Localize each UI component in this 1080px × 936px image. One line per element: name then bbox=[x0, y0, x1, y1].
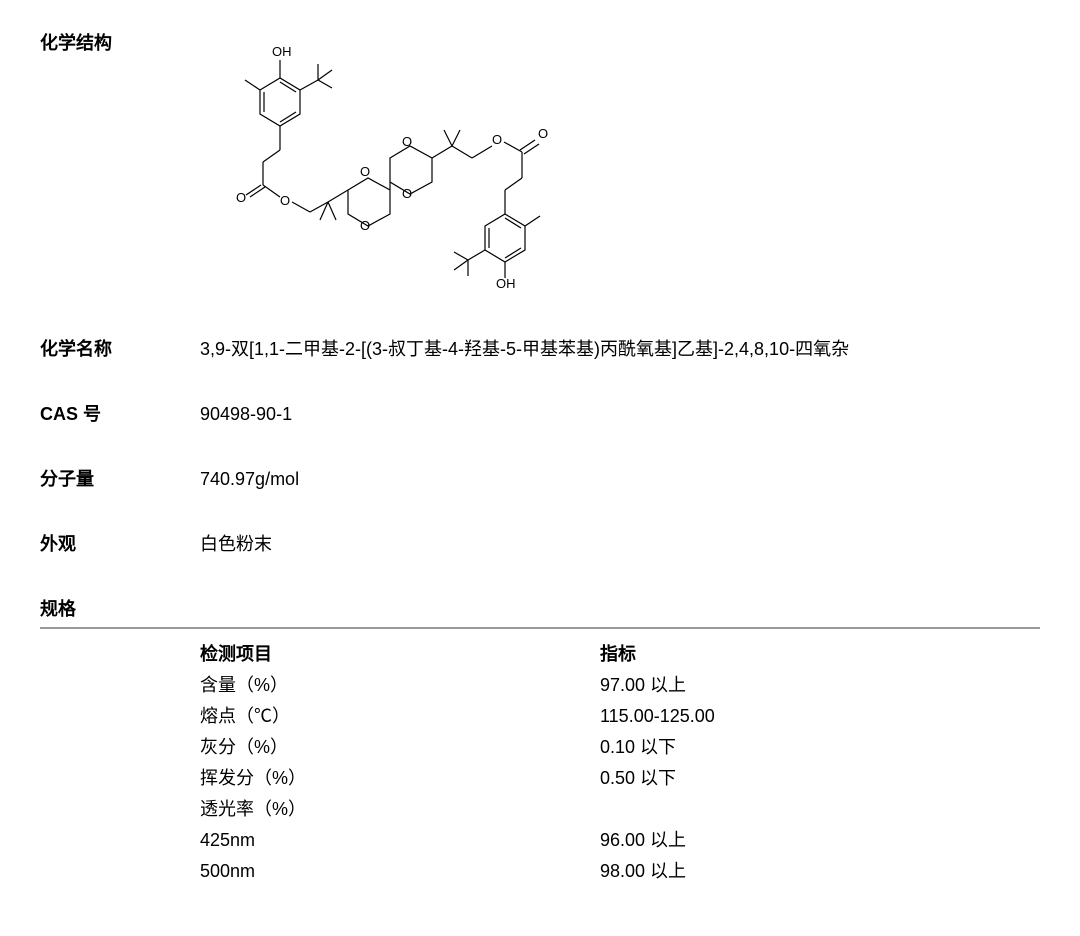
spec-cell: 灰分（%） bbox=[200, 734, 600, 761]
spec-cell: 500nm bbox=[200, 858, 600, 885]
spec-row: 含量（%） 97.00 以上 bbox=[200, 672, 1040, 699]
spec-cell: 0.50 以下 bbox=[600, 765, 1040, 792]
molecular-weight-label: 分子量 bbox=[40, 466, 200, 493]
o8-label: O bbox=[538, 126, 548, 141]
spec-header: 检测项目 指标 bbox=[200, 641, 1040, 668]
spec-row: 500nm 98.00 以上 bbox=[200, 858, 1040, 885]
molecular-weight-value: 740.97g/mol bbox=[200, 466, 1040, 493]
spec-cell: 熔点（℃） bbox=[200, 703, 600, 730]
spec-row: 425nm 96.00 以上 bbox=[200, 827, 1040, 854]
o4-label: O bbox=[360, 218, 370, 233]
structure-label: 化学结构 bbox=[40, 30, 200, 57]
structure-value: OH OH O O O O O O O O bbox=[200, 30, 1040, 298]
spec-cell: 97.00 以上 bbox=[600, 672, 1040, 699]
chemical-name-label: 化学名称 bbox=[40, 336, 200, 363]
spec-cell: 115.00-125.00 bbox=[600, 703, 1040, 730]
o2-label: O bbox=[280, 193, 290, 208]
spec-table: 检测项目 指标 含量（%） 97.00 以上 熔点（℃） 115.00-125.… bbox=[200, 641, 1040, 885]
spec-cell: 透光率（%） bbox=[200, 796, 600, 823]
chemical-name-value: 3,9-双[1,1-二甲基-2-[(3-叔丁基-4-羟基-5-甲基苯基)丙酰氧基… bbox=[200, 336, 1040, 363]
spec-cell: 挥发分（%） bbox=[200, 765, 600, 792]
spec-header-col1: 检测项目 bbox=[200, 641, 600, 668]
spec-divider bbox=[40, 627, 1040, 629]
oh-bottom-label: OH bbox=[496, 276, 516, 290]
spec-header-col2: 指标 bbox=[600, 641, 1040, 668]
o5-label: O bbox=[402, 134, 412, 149]
appearance-label: 外观 bbox=[40, 531, 200, 558]
cas-label: CAS 号 bbox=[40, 401, 200, 428]
molecular-weight-row: 分子量 740.97g/mol bbox=[40, 466, 1040, 493]
spec-cell: 含量（%） bbox=[200, 672, 600, 699]
o1-label: O bbox=[236, 190, 246, 205]
o7-label: O bbox=[492, 132, 502, 147]
spec-row: 透光率（%） bbox=[200, 796, 1040, 823]
spec-label: 规格 bbox=[40, 596, 200, 623]
spec-row: 熔点（℃） 115.00-125.00 bbox=[200, 703, 1040, 730]
o3-label: O bbox=[360, 164, 370, 179]
spec-cell bbox=[600, 796, 1040, 823]
spec-cell: 0.10 以下 bbox=[600, 734, 1040, 761]
cas-row: CAS 号 90498-90-1 bbox=[40, 401, 1040, 428]
o6-label: O bbox=[402, 186, 412, 201]
chemical-name-row: 化学名称 3,9-双[1,1-二甲基-2-[(3-叔丁基-4-羟基-5-甲基苯基… bbox=[40, 336, 1040, 363]
cas-value: 90498-90-1 bbox=[200, 401, 1040, 428]
spec-label-row: 规格 bbox=[40, 596, 1040, 623]
chemical-structure-row: 化学结构 bbox=[40, 30, 1040, 298]
spec-row: 挥发分（%） 0.50 以下 bbox=[200, 765, 1040, 792]
appearance-value: 白色粉末 bbox=[200, 531, 1040, 558]
appearance-row: 外观 白色粉末 bbox=[40, 531, 1040, 558]
chemical-structure-diagram: OH OH O O O O O O O O bbox=[200, 30, 610, 290]
spec-row: 灰分（%） 0.10 以下 bbox=[200, 734, 1040, 761]
spec-cell: 98.00 以上 bbox=[600, 858, 1040, 885]
spec-section: 规格 检测项目 指标 含量（%） 97.00 以上 熔点（℃） 115.00-1… bbox=[40, 596, 1040, 885]
oh-top-label: OH bbox=[272, 44, 292, 59]
spec-cell: 96.00 以上 bbox=[600, 827, 1040, 854]
spec-cell: 425nm bbox=[200, 827, 600, 854]
